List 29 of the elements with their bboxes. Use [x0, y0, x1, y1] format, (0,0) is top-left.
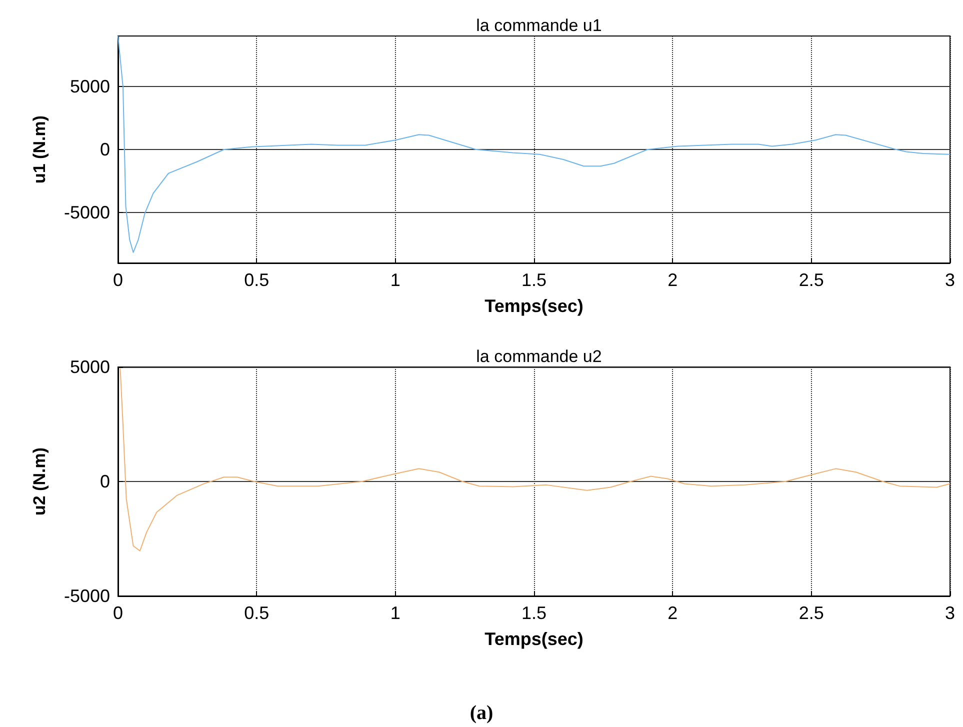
- x-tick-label: 2: [668, 270, 678, 290]
- x-tick-label: 1: [390, 603, 400, 623]
- y-tick-label: -5000: [64, 202, 110, 223]
- y-tick-label: 0: [100, 140, 110, 160]
- x-tick-label: 1: [390, 270, 400, 290]
- y-tick-label: 5000: [70, 76, 110, 96]
- x-tick-label: 1.5: [521, 270, 547, 290]
- x-tick-label: 0: [112, 270, 124, 290]
- chart-title: la commande u1: [476, 16, 602, 35]
- x-tick-label: 2.5: [798, 603, 824, 623]
- x-tick-label: 3: [944, 603, 956, 623]
- x-tick-label: 0.5: [244, 603, 270, 623]
- x-tick-label: 2.5: [798, 270, 824, 290]
- x-axis-title: Temps(sec): [484, 296, 584, 316]
- y-axis-title: u1 (N.m): [30, 116, 49, 184]
- x-tick-label: 0: [112, 603, 124, 623]
- line-series: [120, 368, 950, 552]
- y-tick-label: 0: [100, 472, 110, 492]
- x-axis-title: Temps(sec): [484, 629, 584, 649]
- x-tick-label: 2: [668, 603, 678, 623]
- y-tick-label: 5000: [70, 357, 110, 377]
- y-tick-label: -5000: [64, 586, 110, 606]
- chart-title: la commande u2: [476, 347, 602, 366]
- x-tick-label: 0.5: [244, 270, 270, 290]
- x-tick-label: 1.5: [521, 603, 547, 623]
- x-tick-label: 3: [944, 270, 956, 290]
- y-axis-title: u2 (N.m): [30, 448, 49, 516]
- line-series: [118, 36, 950, 253]
- text: (a): [470, 702, 494, 724]
